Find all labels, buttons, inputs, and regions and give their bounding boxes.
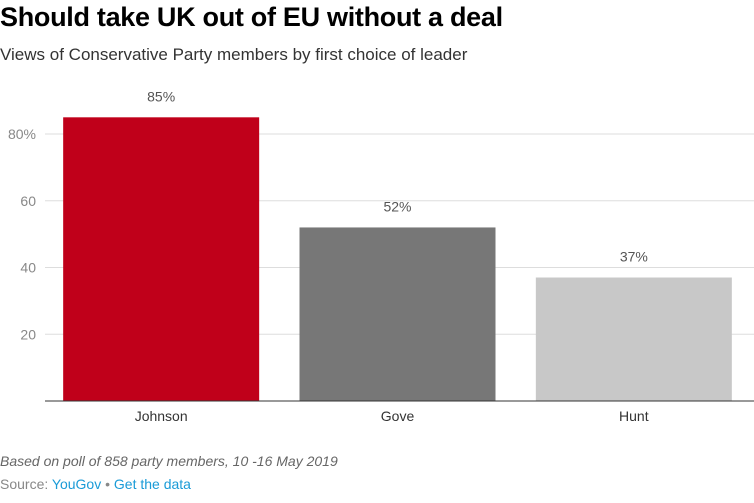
x-tick-label: Johnson: [135, 408, 188, 424]
separator: •: [101, 476, 114, 492]
chart-subtitle: Views of Conservative Party members by f…: [0, 45, 468, 64]
get-data-link[interactable]: Get the data: [113, 476, 191, 492]
source-prefix: Source:: [0, 476, 52, 492]
data-label: 52%: [383, 198, 411, 214]
chart-title: Should take UK out of EU without a deal: [0, 2, 503, 32]
source-link[interactable]: YouGov: [51, 476, 102, 492]
data-label: 85%: [147, 88, 175, 104]
y-tick-label: 60: [20, 193, 36, 209]
x-tick-label: Gove: [381, 408, 415, 424]
source-line: Source: YouGov • Get the data: [0, 476, 191, 492]
footnote: Based on poll of 858 party members, 10 -…: [0, 453, 338, 469]
bar-johnson: [63, 117, 260, 401]
data-label: 37%: [620, 249, 648, 265]
y-tick-label: 80%: [8, 126, 36, 142]
bar-hunt: [535, 277, 732, 401]
bar-gove: [299, 227, 496, 401]
x-tick-label: Hunt: [619, 408, 649, 424]
y-tick-label: 20: [20, 326, 36, 342]
y-tick-label: 40: [20, 260, 36, 276]
